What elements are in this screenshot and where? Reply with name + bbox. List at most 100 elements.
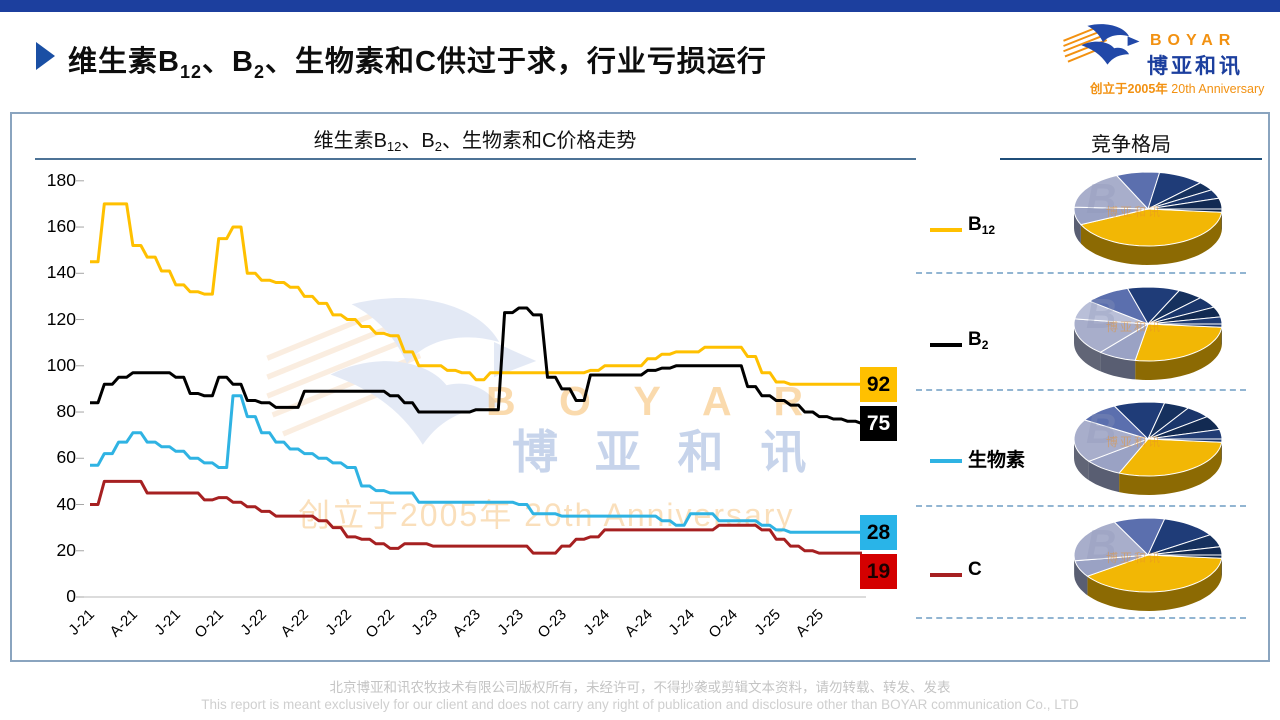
- logo-wordmark-cn: 博亚和讯: [1147, 55, 1243, 78]
- pie-slice: [1099, 322, 1149, 361]
- chart-title-part: 、生物素和C价格走势: [441, 130, 637, 152]
- pie-slice-side: [1074, 324, 1101, 372]
- competition-title: 竞争格局: [1091, 134, 1171, 156]
- pie-slice: [1147, 323, 1223, 328]
- boyar-bird-logo-icon: [1063, 24, 1140, 65]
- page-title-part: 维生素B: [68, 46, 180, 78]
- competition-pie-B2: [1073, 286, 1223, 380]
- y-axis-label: 160: [46, 216, 76, 237]
- logo-anniversary: 创立于2005年 20th Anniversary: [1090, 78, 1264, 97]
- legend-swatch-B2: [930, 343, 962, 347]
- pie-watermark-b: B: [1086, 290, 1117, 337]
- panel-separator-0: [916, 272, 1246, 274]
- pie-slice: [1115, 171, 1161, 210]
- pie-watermark-text: 博亚和讯: [1106, 435, 1163, 449]
- pie-slice: [1083, 405, 1149, 440]
- panel-separator-3: [916, 617, 1246, 619]
- page-title-sub: 12: [179, 62, 202, 82]
- footer-copyright-cn: 北京博亚和讯农牧技术有限公司版权所有，未经许可，不得抄袭或剪辑文本资料，请勿转载…: [329, 680, 951, 695]
- title-bullet-arrow-icon: [36, 42, 55, 70]
- pie-slice: [1073, 206, 1149, 226]
- pie-slice: [1088, 287, 1150, 325]
- chart-title-sub: 12: [386, 139, 402, 154]
- pie-watermark-b: B: [1086, 521, 1117, 568]
- pie-slice-side: [1100, 352, 1136, 380]
- legend-label-C: C: [968, 559, 982, 580]
- y-axis-label: 120: [46, 308, 76, 329]
- pie-slice: [1134, 323, 1223, 362]
- pie-slice: [1073, 521, 1150, 562]
- pie-slice-side: [1074, 439, 1089, 481]
- logo-wordmark-en: BOYAR: [1150, 32, 1237, 49]
- legend-swatch-C: [930, 573, 962, 577]
- y-axis-label: 140: [46, 262, 76, 283]
- pie-slice: [1079, 208, 1223, 247]
- chart-title-sub: 2: [434, 139, 442, 154]
- y-axis-label: 180: [46, 169, 76, 190]
- top-accent-bar: [0, 0, 1280, 12]
- competition-pie-B12: [1073, 171, 1223, 265]
- end-value-badge-生物素: 28: [860, 515, 897, 550]
- chart-title-part: 维生素B: [313, 130, 387, 152]
- pie-slice-side: [1080, 212, 1222, 265]
- end-value-badge-C: 19: [860, 554, 897, 589]
- pie-watermark-b: B: [1086, 405, 1117, 452]
- legend-swatch-生物素: [930, 459, 962, 463]
- price-chart-title: 维生素B12、B2、生物素和C价格走势: [35, 124, 915, 154]
- y-axis-label: 40: [56, 493, 76, 514]
- legend-label-生物素: 生物素: [968, 450, 1026, 471]
- legend-label-B12: B12: [968, 214, 996, 237]
- logo-anniversary-cn: 创立于2005年: [1090, 82, 1168, 96]
- page-title: 维生素B12、B2、生物素和C供过于求，行业亏损运行: [68, 38, 767, 83]
- pie-slice: [1126, 286, 1181, 325]
- pie-watermark-text: 博亚和讯: [1106, 320, 1163, 334]
- pie-watermark-text: 博亚和讯: [1106, 551, 1163, 565]
- pie-slice: [1073, 318, 1150, 353]
- legend-swatch-B12: [930, 228, 962, 232]
- pie-slice: [1118, 438, 1223, 477]
- y-axis-label: 0: [66, 586, 76, 606]
- pie-slice: [1074, 554, 1149, 577]
- pie-slice: [1147, 407, 1209, 440]
- pie-slice-side: [1119, 442, 1222, 495]
- logo-anniversary-en: 20th Anniversary: [1171, 82, 1265, 96]
- pie-slice-side: [1088, 461, 1120, 493]
- pie-slice: [1087, 437, 1150, 474]
- pie-slice: [1147, 208, 1223, 213]
- pie-watermark-text: 博亚和讯: [1106, 205, 1163, 219]
- pie-slice: [1147, 554, 1223, 559]
- pie-watermark-b: B: [1086, 175, 1117, 222]
- page-title-sub: 2: [253, 62, 265, 82]
- y-axis-label: 100: [46, 354, 76, 375]
- pie-slice: [1147, 402, 1190, 440]
- y-axis-label: 80: [56, 401, 76, 422]
- footer-disclaimer-en: This report is meant exclusively for our…: [201, 697, 1079, 712]
- chart-title-part: 、B: [401, 130, 435, 152]
- pie-slice-side: [1135, 327, 1222, 380]
- competition-title-underline: [1000, 158, 1262, 160]
- pie-slice: [1074, 300, 1149, 325]
- pie-slice: [1086, 554, 1223, 593]
- competition-pie-C: [1073, 517, 1223, 611]
- panel-separator-2: [916, 505, 1246, 507]
- content-frame: [10, 112, 1270, 662]
- chart-title-underline: [35, 158, 916, 160]
- panel-separator-1: [916, 389, 1246, 391]
- pie-slice: [1147, 289, 1202, 325]
- y-axis-label: 20: [56, 539, 76, 560]
- page-title-part: 、生物素和C供过于求，行业亏损运行: [264, 46, 767, 78]
- y-axis-label: 60: [56, 447, 76, 468]
- pie-slice: [1073, 419, 1150, 462]
- competition-pie-生物素: [1073, 401, 1223, 495]
- pie-slice: [1147, 438, 1223, 443]
- pie-slice: [1147, 518, 1212, 556]
- page-title-part: 、B: [201, 46, 254, 78]
- pie-slice-side: [1074, 560, 1088, 596]
- end-value-badge-B2: 75: [860, 406, 897, 441]
- legend-label-B2: B2: [968, 329, 989, 352]
- end-value-badge-B12: 92: [860, 367, 897, 402]
- pie-slice: [1073, 174, 1150, 210]
- pie-slice: [1147, 171, 1202, 210]
- pie-slice-side: [1087, 558, 1222, 611]
